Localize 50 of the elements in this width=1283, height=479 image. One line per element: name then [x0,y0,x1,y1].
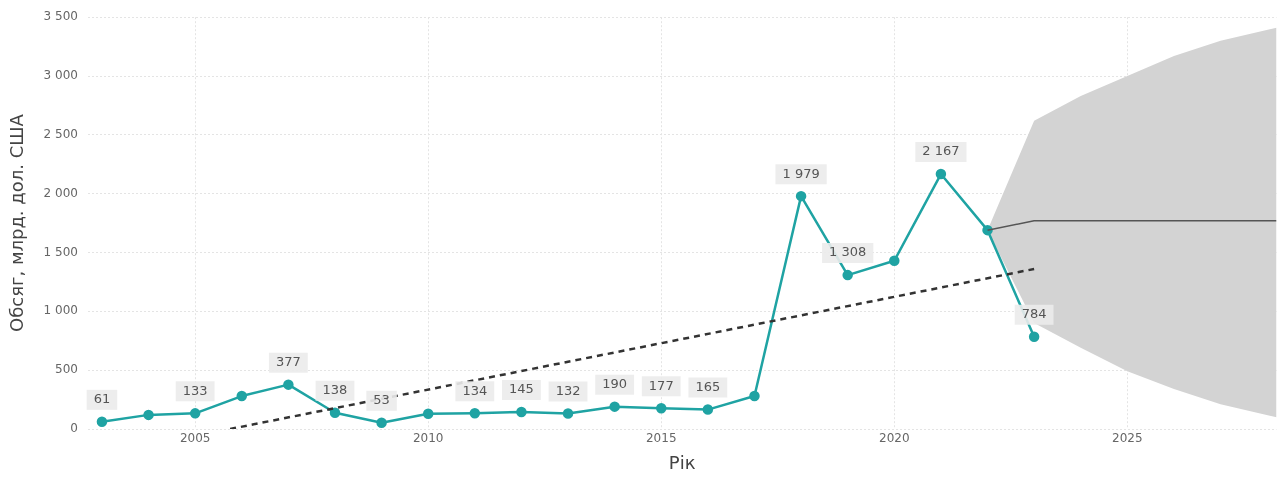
x-tick-label: 2020 [879,431,910,446]
x-tick-label: 2005 [179,431,211,446]
data-label: 53 [373,392,390,408]
data-label: 61 [93,391,111,407]
x-tick-label: 2025 [1112,431,1143,446]
point [562,408,574,419]
point [189,408,201,419]
y-tick-label: 3 000 [43,68,78,83]
x-axis-title: Рік [668,451,696,473]
y-tick-label: 500 [55,362,78,377]
data-label: 1 308 [829,244,867,260]
data-label: 134 [462,382,488,398]
data-label: 132 [555,382,581,398]
data-label: 2 167 [922,143,960,159]
data-label: 1 979 [782,165,820,181]
data-label: 165 [695,378,721,394]
y-tick-label: 2 000 [43,185,78,200]
x-tick-label: 2010 [412,431,444,446]
y-tick-label: 0 [70,421,78,436]
point [609,401,620,412]
data-label: 190 [602,376,628,392]
data-label: 138 [322,382,348,398]
point [795,190,807,202]
point [516,406,527,418]
data-label: 177 [648,377,674,393]
point [329,407,341,419]
point [889,255,900,266]
point [236,390,248,402]
data-label: 377 [275,354,301,370]
point [1028,331,1040,343]
y-tick-label: 2 500 [43,126,78,141]
point [422,408,434,419]
point [656,402,667,414]
data-label: 145 [509,381,534,397]
y-tick-label: 1 500 [43,244,78,259]
point [96,416,108,428]
data-label: 133 [182,382,208,398]
point [702,404,714,415]
point [376,417,387,429]
point [143,409,154,421]
point [749,390,760,402]
point [842,269,853,281]
x-tick-label: 2015 [645,431,677,446]
point [469,407,481,419]
point [283,379,294,390]
point [935,168,947,180]
y-axis-title: Обсяг, млрд. дол. США [6,113,28,333]
y-tick-label: 3 500 [43,9,78,24]
data-label: 784 [1021,306,1047,322]
y-tick-label: 1 000 [43,303,78,318]
